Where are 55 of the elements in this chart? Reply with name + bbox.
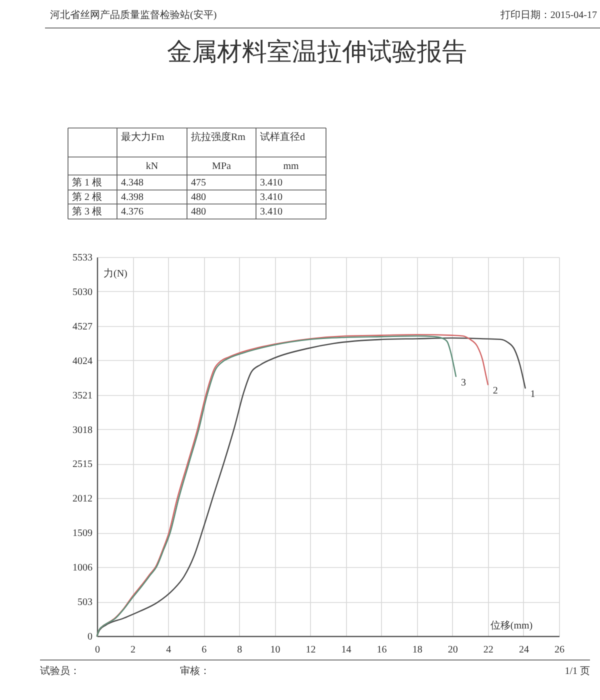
y-tick-label: 4024 bbox=[72, 356, 92, 367]
x-tick-label: 12 bbox=[306, 644, 316, 656]
y-tick-label: 2515 bbox=[72, 459, 92, 470]
text: 抗拉强度Rm bbox=[191, 131, 246, 143]
y-tick-label: 1509 bbox=[72, 528, 92, 540]
y-tick-label: 4527 bbox=[72, 321, 92, 332]
text: 1/1 页 bbox=[564, 666, 590, 677]
text: 河北省丝网产品质量监督检验站(安平) bbox=[50, 9, 217, 21]
x-tick-label: 4 bbox=[166, 644, 172, 656]
text: 第 1 根 bbox=[72, 176, 102, 188]
text: 480 bbox=[191, 206, 206, 218]
text: 试样直径d bbox=[260, 131, 305, 143]
x-tick-label: 18 bbox=[412, 644, 422, 656]
series-label: 2 bbox=[492, 386, 498, 397]
x-tick-label: 16 bbox=[376, 644, 387, 656]
text: 4.398 bbox=[121, 192, 144, 203]
text: 480 bbox=[191, 192, 206, 203]
x-tick-label: 2 bbox=[130, 644, 136, 656]
text: MPa bbox=[212, 161, 232, 172]
x-axis-title: 位移(mm) bbox=[490, 620, 533, 632]
text: kN bbox=[146, 161, 158, 172]
text: 打印日期：2015-04-17 bbox=[499, 9, 597, 21]
x-tick-label: 14 bbox=[341, 644, 352, 656]
text: 最大力Fm bbox=[121, 131, 165, 143]
x-tick-label: 26 bbox=[554, 644, 564, 656]
text: 试验员： bbox=[40, 665, 80, 677]
series-label: 1 bbox=[530, 389, 536, 400]
series-label: 3 bbox=[460, 377, 466, 388]
text: 3.410 bbox=[260, 206, 282, 218]
x-tick-label: 8 bbox=[237, 644, 242, 656]
x-tick-label: 10 bbox=[270, 644, 280, 656]
y-axis-title: 力(N) bbox=[104, 268, 128, 280]
y-tick-label: 0 bbox=[88, 632, 92, 642]
x-tick-label: 6 bbox=[202, 644, 207, 656]
y-tick-label: 5533 bbox=[72, 252, 92, 264]
text: 3.410 bbox=[260, 178, 282, 188]
y-tick-label: 3521 bbox=[72, 390, 92, 402]
x-tick-label: 24 bbox=[518, 644, 529, 656]
y-tick-label: 3018 bbox=[72, 424, 92, 436]
x-tick-label: 20 bbox=[448, 644, 458, 656]
y-tick-label: 2012 bbox=[72, 494, 92, 505]
text: 第 3 根 bbox=[72, 206, 102, 218]
text: 审核： bbox=[180, 665, 210, 677]
text: 4.348 bbox=[121, 178, 144, 188]
text: mm bbox=[283, 161, 299, 172]
text: 第 2 根 bbox=[72, 191, 102, 203]
chart-title: 金属材料室温拉伸试验报告 bbox=[167, 38, 467, 66]
x-tick-label: 0 bbox=[95, 644, 100, 656]
x-tick-label: 22 bbox=[483, 644, 494, 656]
text: 4.376 bbox=[121, 206, 144, 218]
y-tick-label: 503 bbox=[78, 597, 92, 608]
y-tick-label: 1006 bbox=[72, 562, 92, 574]
y-tick-label: 5030 bbox=[72, 286, 92, 298]
text: 475 bbox=[191, 178, 206, 188]
text: 3.410 bbox=[260, 192, 282, 203]
